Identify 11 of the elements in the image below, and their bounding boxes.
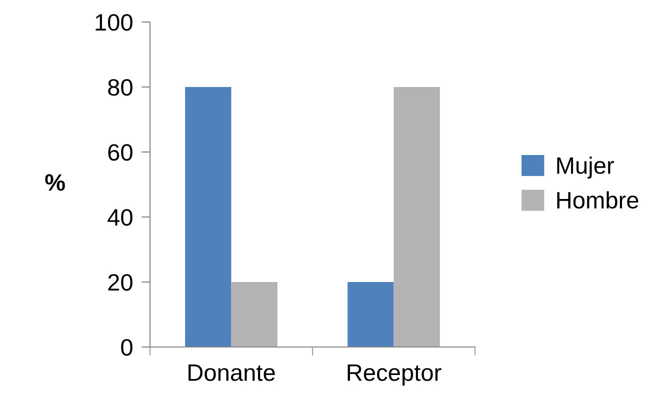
y-tick-label: 100 [96,14,132,31]
y-axis-title: % [45,174,65,191]
y-tick-label: 0 [121,339,132,356]
x-tick-label: Donante [188,364,275,382]
legend-label: Mujer [557,156,614,179]
y-tick-label: 80 [108,79,132,96]
legend-label: Hombre [557,191,638,209]
x-tick-label: Receptor [348,364,442,386]
y-tick-label: 40 [108,209,132,226]
y-tick-label: 60 [108,144,132,161]
y-tick-label: 20 [108,274,132,291]
